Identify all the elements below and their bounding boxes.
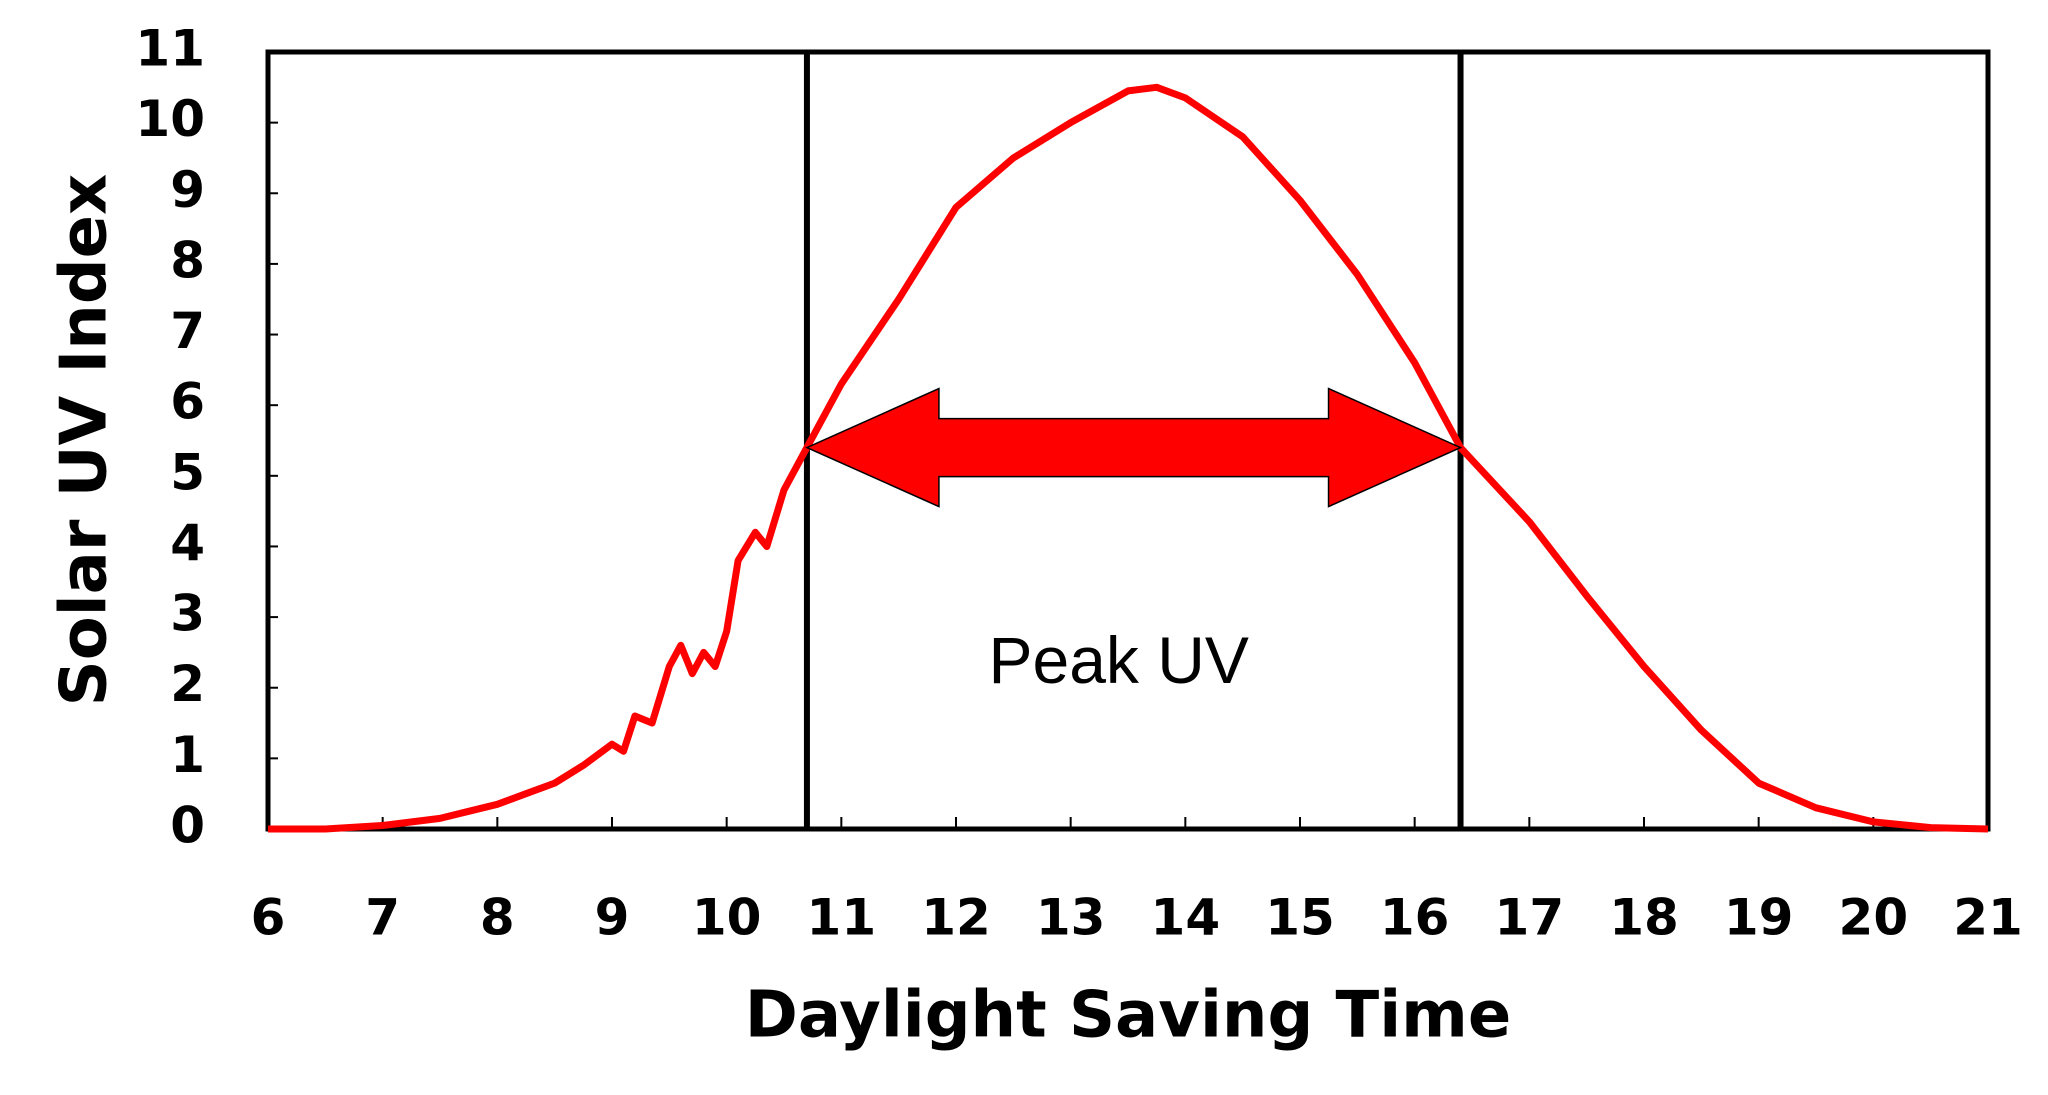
x-tick-label: 11	[807, 889, 877, 947]
x-axis-title: Daylight Saving Time	[745, 979, 1511, 1053]
y-tick-label: 10	[135, 90, 205, 148]
x-tick-label: 8	[480, 889, 515, 947]
x-tick-label: 16	[1380, 889, 1450, 947]
y-tick-label: 1	[170, 726, 205, 784]
y-tick-label: 11	[135, 20, 205, 78]
x-tick-label: 20	[1839, 889, 1909, 947]
x-tick-label: 13	[1036, 889, 1106, 947]
peak-arrow	[805, 387, 1463, 508]
x-tick-label: 17	[1495, 889, 1565, 947]
x-tick-label: 7	[365, 889, 400, 947]
x-tick-label: 15	[1265, 889, 1335, 947]
y-tick-label: 5	[170, 443, 205, 501]
x-tick-label: 12	[921, 889, 991, 947]
plot-frame	[265, 49, 1991, 832]
uv-line	[268, 83, 1989, 833]
x-tick-label: 14	[1151, 889, 1221, 947]
x-tick-label: 10	[692, 889, 762, 947]
x-tick-label: 19	[1724, 889, 1794, 947]
peak-label: Peak UV	[988, 623, 1248, 697]
y-tick-label: 0	[170, 797, 205, 855]
y-tick-label: 2	[170, 655, 205, 713]
y-tick-label: 4	[170, 514, 205, 572]
y-tick-label: 9	[170, 161, 205, 219]
y-axis-title: Solar UV Index	[48, 174, 122, 707]
x-tick-label: 9	[595, 889, 630, 947]
y-tick-label: 6	[170, 373, 205, 431]
x-tick-label: 21	[1953, 889, 2023, 947]
y-tick-label: 3	[170, 585, 205, 643]
x-tick-label: 6	[251, 889, 286, 947]
x-tick-label: 18	[1609, 889, 1679, 947]
y-tick-label: 8	[170, 231, 205, 289]
y-tick-label: 7	[170, 302, 205, 360]
